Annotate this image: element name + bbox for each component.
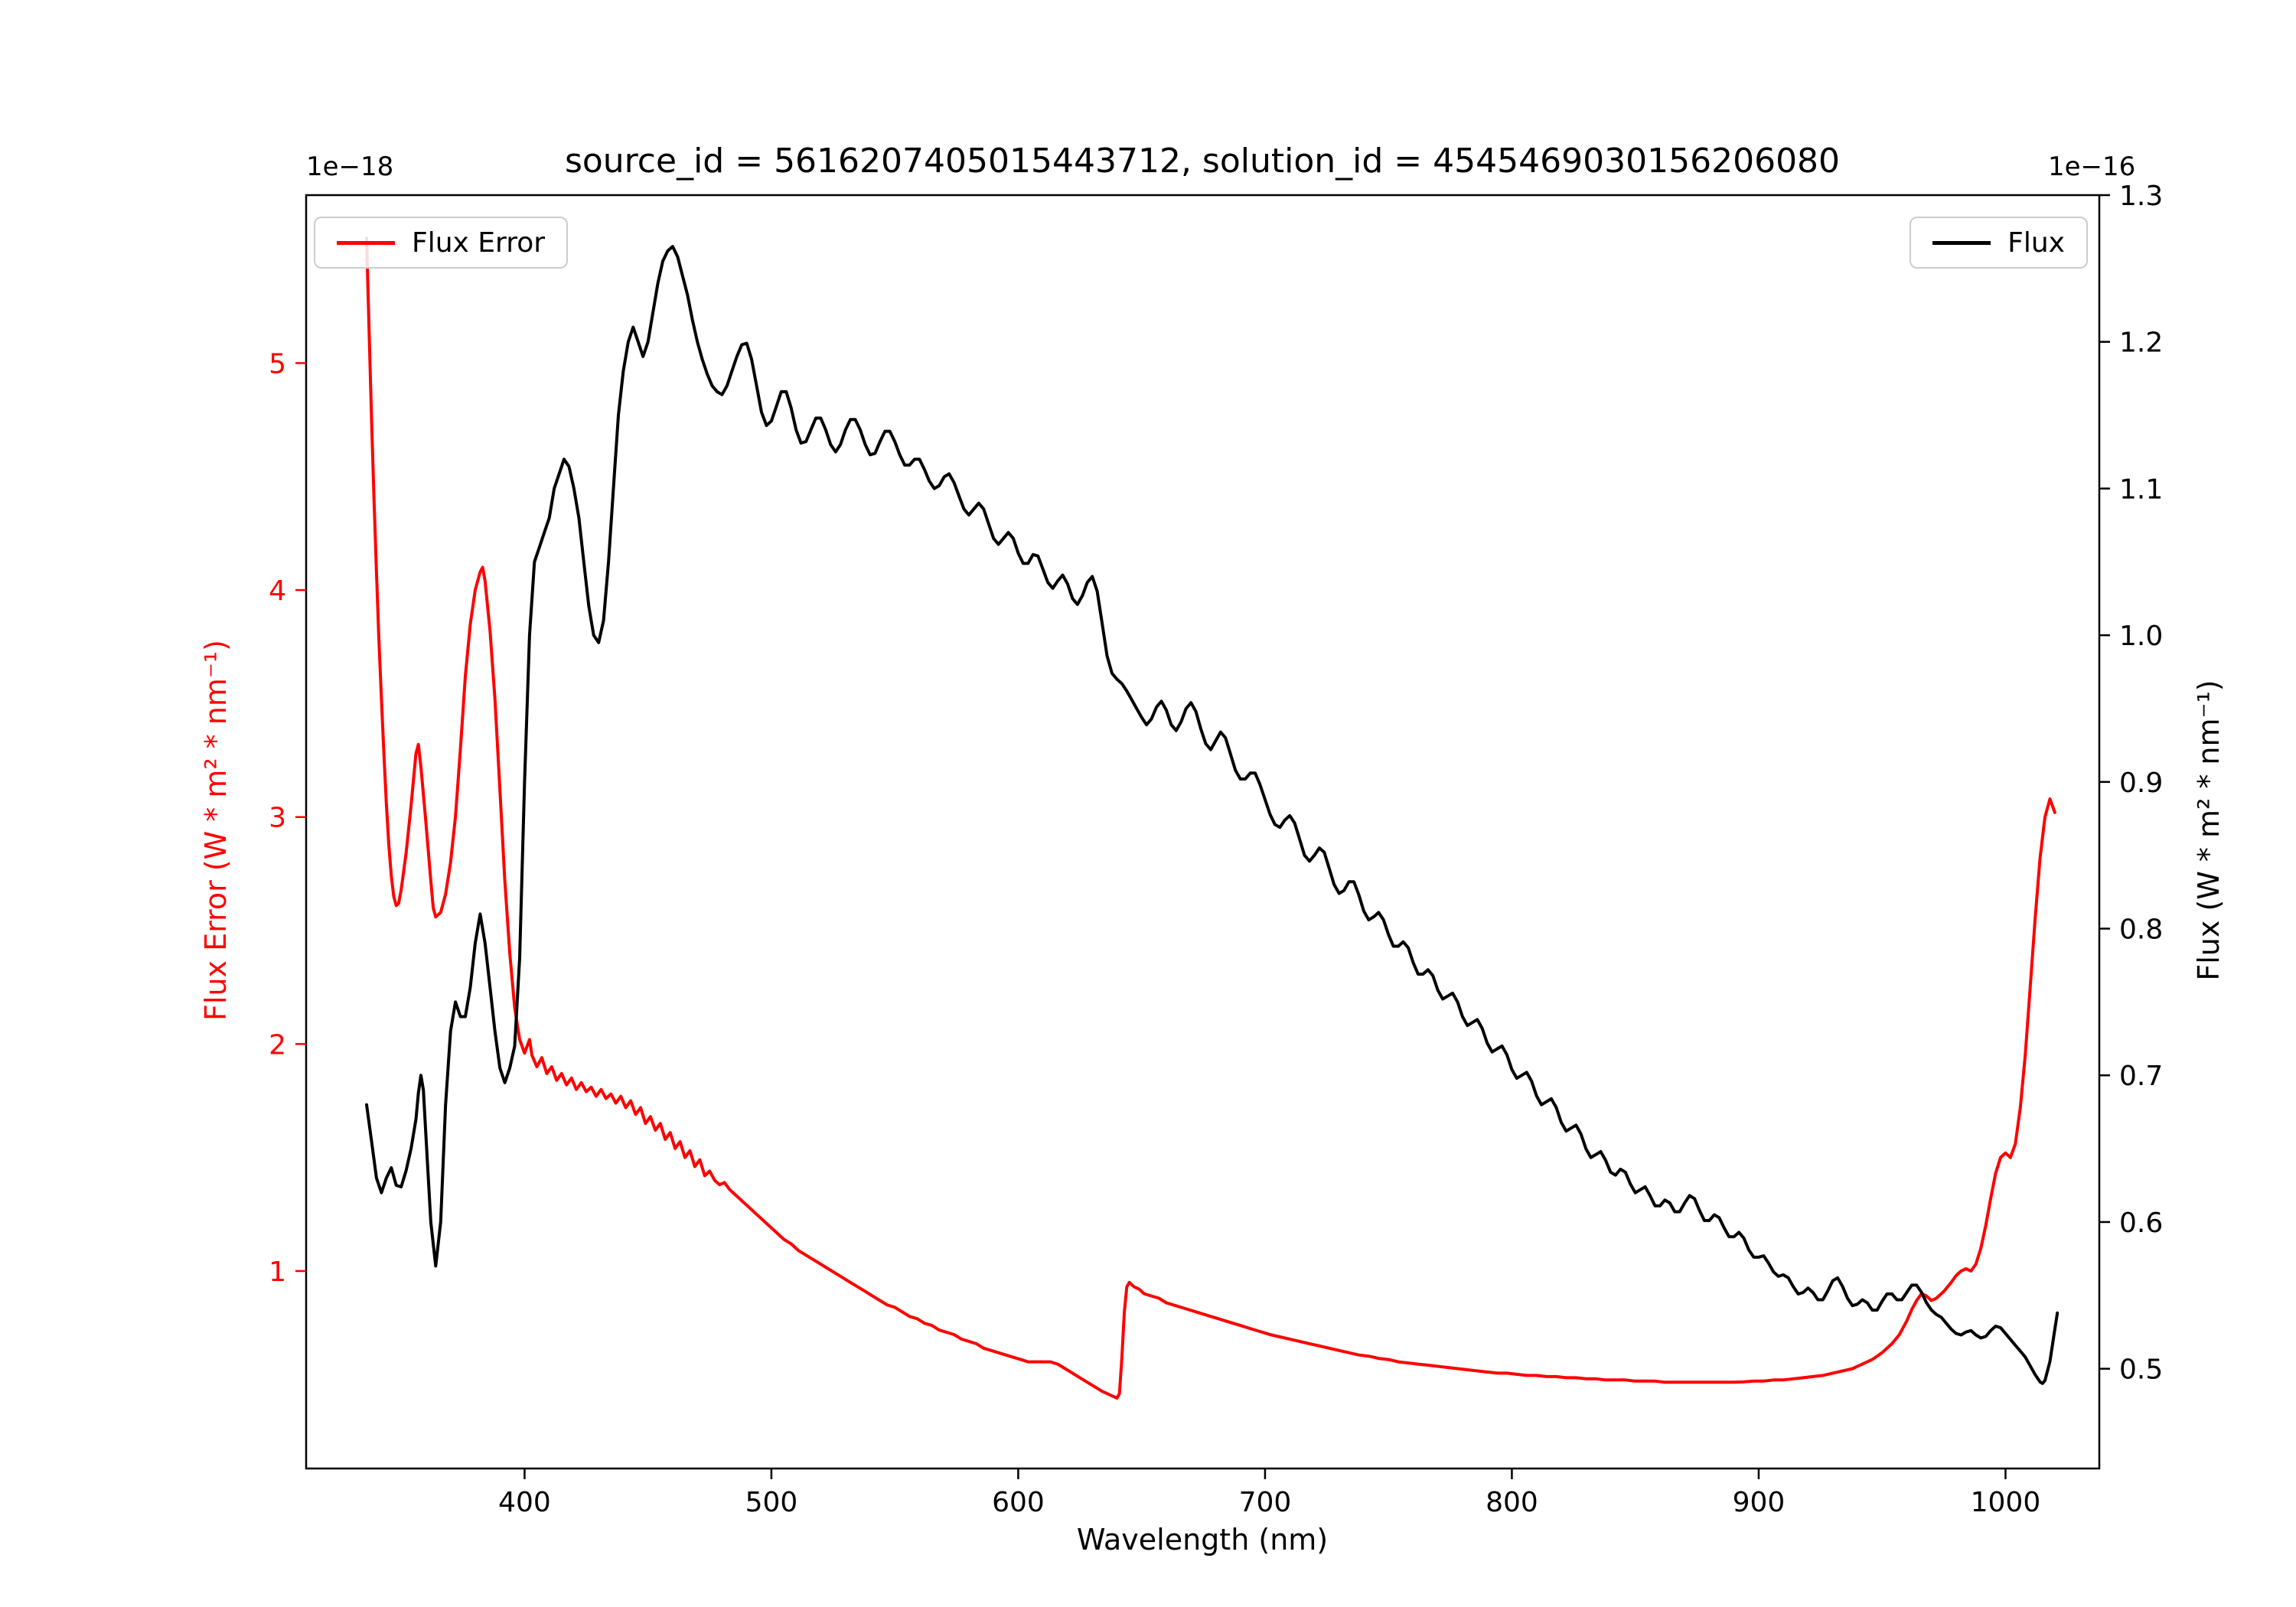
x-tick-label: 600 xyxy=(992,1487,1045,1518)
left-y-tick-label: 5 xyxy=(269,348,286,380)
flux-line-sample xyxy=(1932,240,1991,245)
right-y-tick-label: 0.7 xyxy=(2119,1061,2163,1092)
axes-spines xyxy=(305,194,2101,1470)
right-y-tick-label: 0.6 xyxy=(2119,1208,2163,1239)
x-tick-label: 500 xyxy=(745,1487,798,1518)
series-flux xyxy=(365,245,2060,1385)
right-y-tick-label: 1.1 xyxy=(2119,474,2163,505)
chart-title: source_id = 5616207405015443712, solutio… xyxy=(564,142,1841,181)
right-y-tick-label: 0.8 xyxy=(2119,914,2163,946)
x-tick-label: 700 xyxy=(1239,1487,1292,1518)
series-flux-error xyxy=(365,236,2056,1400)
left-y-tick-label: 3 xyxy=(269,803,286,834)
legend-flux-label: Flux xyxy=(2007,227,2065,259)
left-y-tick-label: 4 xyxy=(269,575,286,607)
right-y-tick-label: 1.3 xyxy=(2119,181,2163,212)
x-axis-label: Wavelength (nm) xyxy=(1076,1523,1329,1556)
left-axis-offset-text: 1e−18 xyxy=(306,152,394,182)
x-tick-label: 900 xyxy=(1733,1487,1786,1518)
x-tick-label: 800 xyxy=(1486,1487,1538,1518)
flux-error-line-sample xyxy=(337,240,395,245)
legend-flux-error-label: Flux Error xyxy=(412,227,546,259)
left-y-axis-label: Flux Error (W * m² * nm⁻¹) xyxy=(199,640,233,1021)
right-y-tick-label: 1.2 xyxy=(2119,328,2163,359)
x-tick-label: 1000 xyxy=(1971,1487,2041,1518)
left-y-tick-label: 2 xyxy=(269,1029,286,1061)
right-y-axis-label: Flux (W * m² * nm⁻¹) xyxy=(2192,680,2226,981)
x-tick-label: 400 xyxy=(498,1487,551,1518)
legend-flux-error: Flux Error xyxy=(314,217,569,269)
right-axis-offset-text: 1e−16 xyxy=(2048,152,2136,182)
right-y-tick-label: 0.5 xyxy=(2119,1354,2163,1386)
right-y-tick-label: 0.9 xyxy=(2119,768,2163,799)
legend-flux: Flux xyxy=(1910,217,2088,269)
left-y-tick-label: 1 xyxy=(269,1257,286,1288)
right-y-tick-label: 1.0 xyxy=(2119,621,2163,652)
